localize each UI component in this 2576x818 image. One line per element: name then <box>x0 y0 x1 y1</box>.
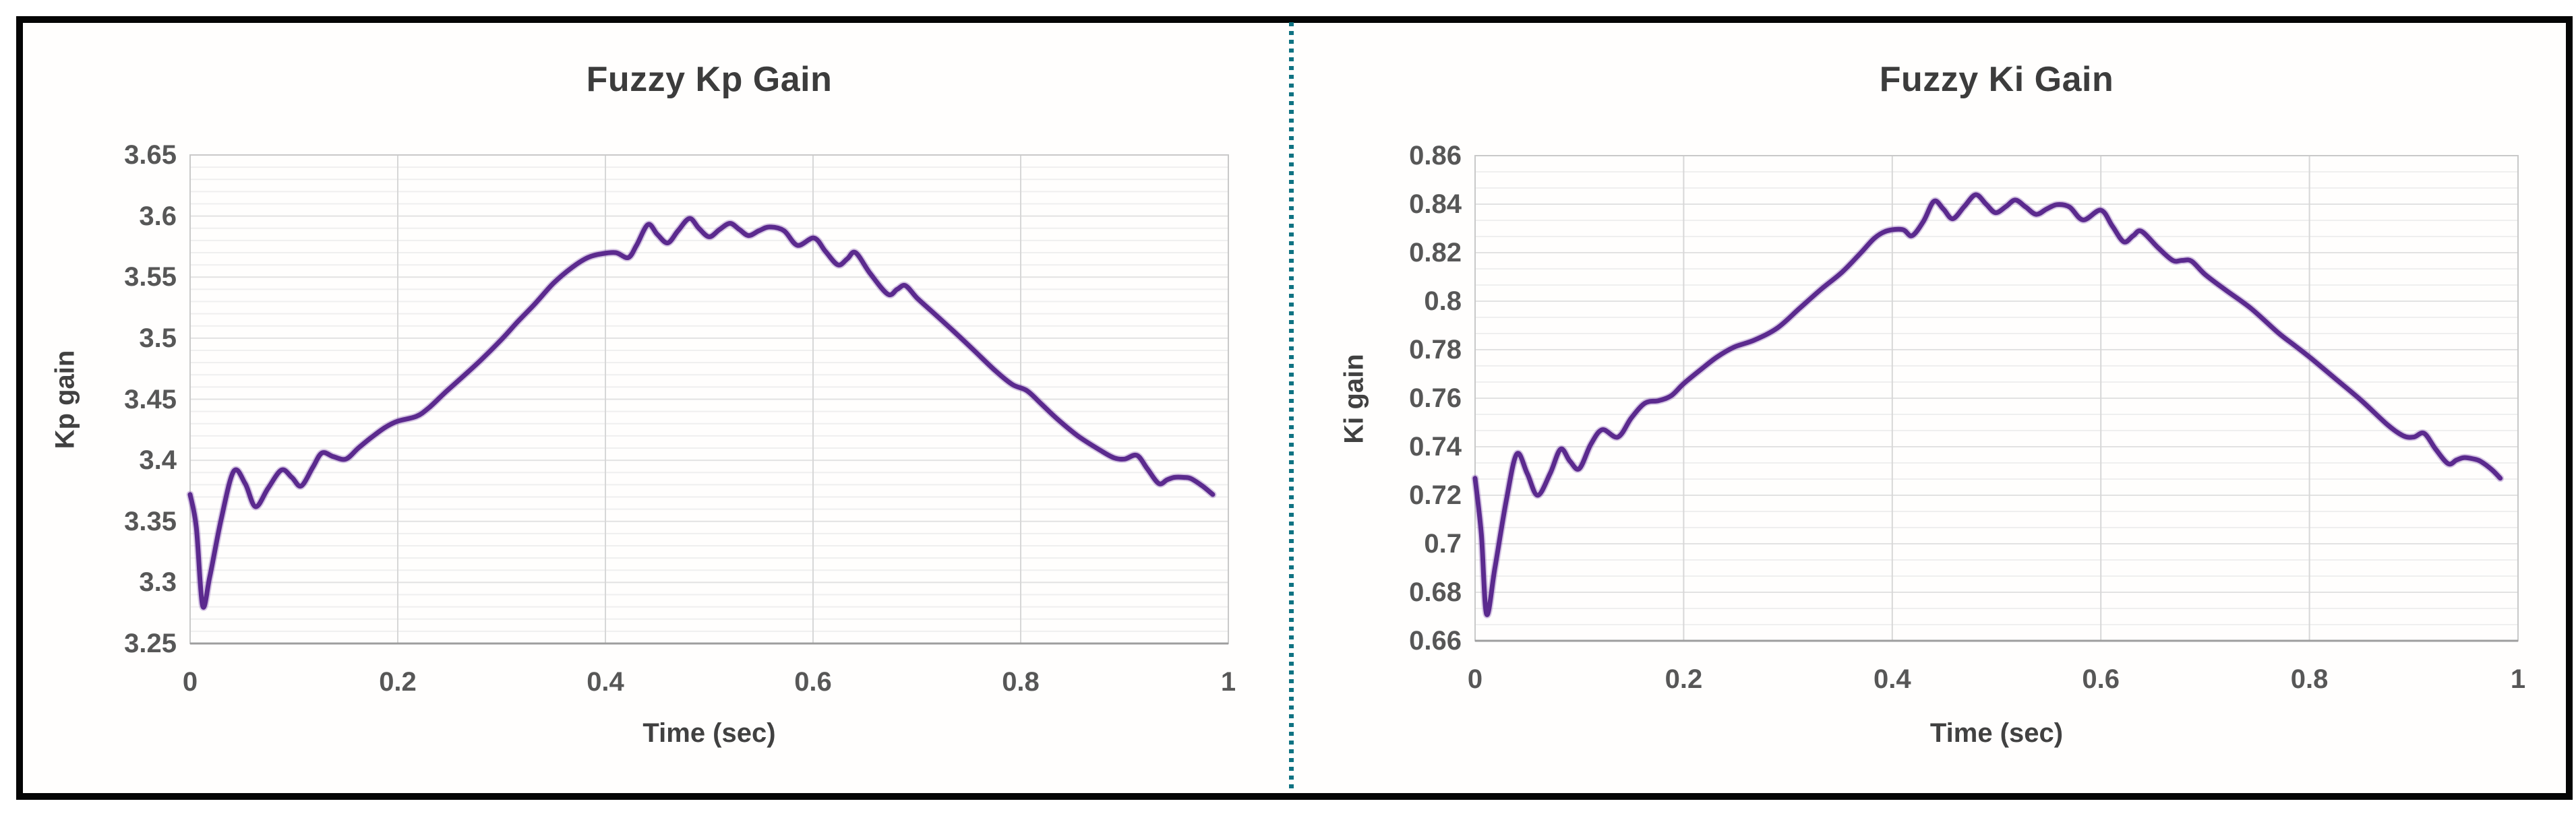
chart-kp-title: Fuzzy Kp Gain <box>586 60 833 99</box>
ki-y-tick-label: 0.84 <box>1409 189 1462 219</box>
ki-y-tick-label: 0.82 <box>1409 238 1462 268</box>
ki-x-tick-label: 0.2 <box>1665 664 1703 694</box>
kp-x-tick-label: 0.8 <box>1002 667 1040 697</box>
ki-y-tick-label: 0.74 <box>1409 432 1462 462</box>
ki-x-tick-label: 0.8 <box>2290 664 2329 694</box>
figure-frame <box>16 16 2573 800</box>
kp-x-tick-label: 0.4 <box>587 667 624 697</box>
kp-gridlines <box>189 154 1229 645</box>
ki-line <box>1472 192 2503 617</box>
ki-line-halo <box>1471 191 2505 619</box>
ki-x-tick-label: 0.4 <box>1873 664 1911 694</box>
panel-divider <box>1289 22 1294 792</box>
kp-y-tick-label: 3.55 <box>124 262 177 292</box>
kp-y-tick-label: 3.4 <box>139 445 177 476</box>
ki-x-tick-label: 1 <box>2510 664 2526 694</box>
kp-y-tick-label: 3.6 <box>139 201 177 231</box>
kp-y-tick-label: 3.35 <box>124 506 177 536</box>
chart-ki-title: Fuzzy Ki Gain <box>1879 60 2114 99</box>
ki-x-tick-label: 0 <box>1467 664 1483 694</box>
kp-x-tick-label: 0 <box>182 667 198 697</box>
ki-y-tick-label: 0.86 <box>1409 141 1462 170</box>
kp-y-tick-label: 3.65 <box>124 140 177 170</box>
kp-line <box>187 216 1216 610</box>
ki-y-tick-label: 0.72 <box>1409 480 1462 510</box>
chart-kp-x-axis-title: Time (sec) <box>642 718 776 748</box>
chart-ki-x-axis-title: Time (sec) <box>1929 718 2064 748</box>
ki-y-tick-label: 0.8 <box>1424 286 1462 316</box>
kp-y-tick-label: 3.5 <box>139 323 177 353</box>
ki-y-tick-label: 0.66 <box>1409 626 1462 656</box>
kp-y-tick-label: 3.45 <box>124 384 177 414</box>
ki-y-tick-label: 0.68 <box>1409 577 1462 607</box>
kp-y-tick-label: 3.3 <box>139 567 177 598</box>
kp-y-tick-label: 3.25 <box>124 629 177 658</box>
ki-y-tick-label: 0.78 <box>1409 335 1462 365</box>
kp-x-tick-label: 0.6 <box>794 667 832 697</box>
ki-y-tick-label: 0.76 <box>1409 383 1462 413</box>
kp-x-tick-label: 1 <box>1220 667 1236 697</box>
kp-x-tick-label: 0.2 <box>379 667 417 697</box>
ki-y-tick-label: 0.7 <box>1424 529 1462 559</box>
ki-gridlines <box>1474 155 2519 642</box>
ki-x-tick-label: 0.6 <box>2082 664 2120 694</box>
